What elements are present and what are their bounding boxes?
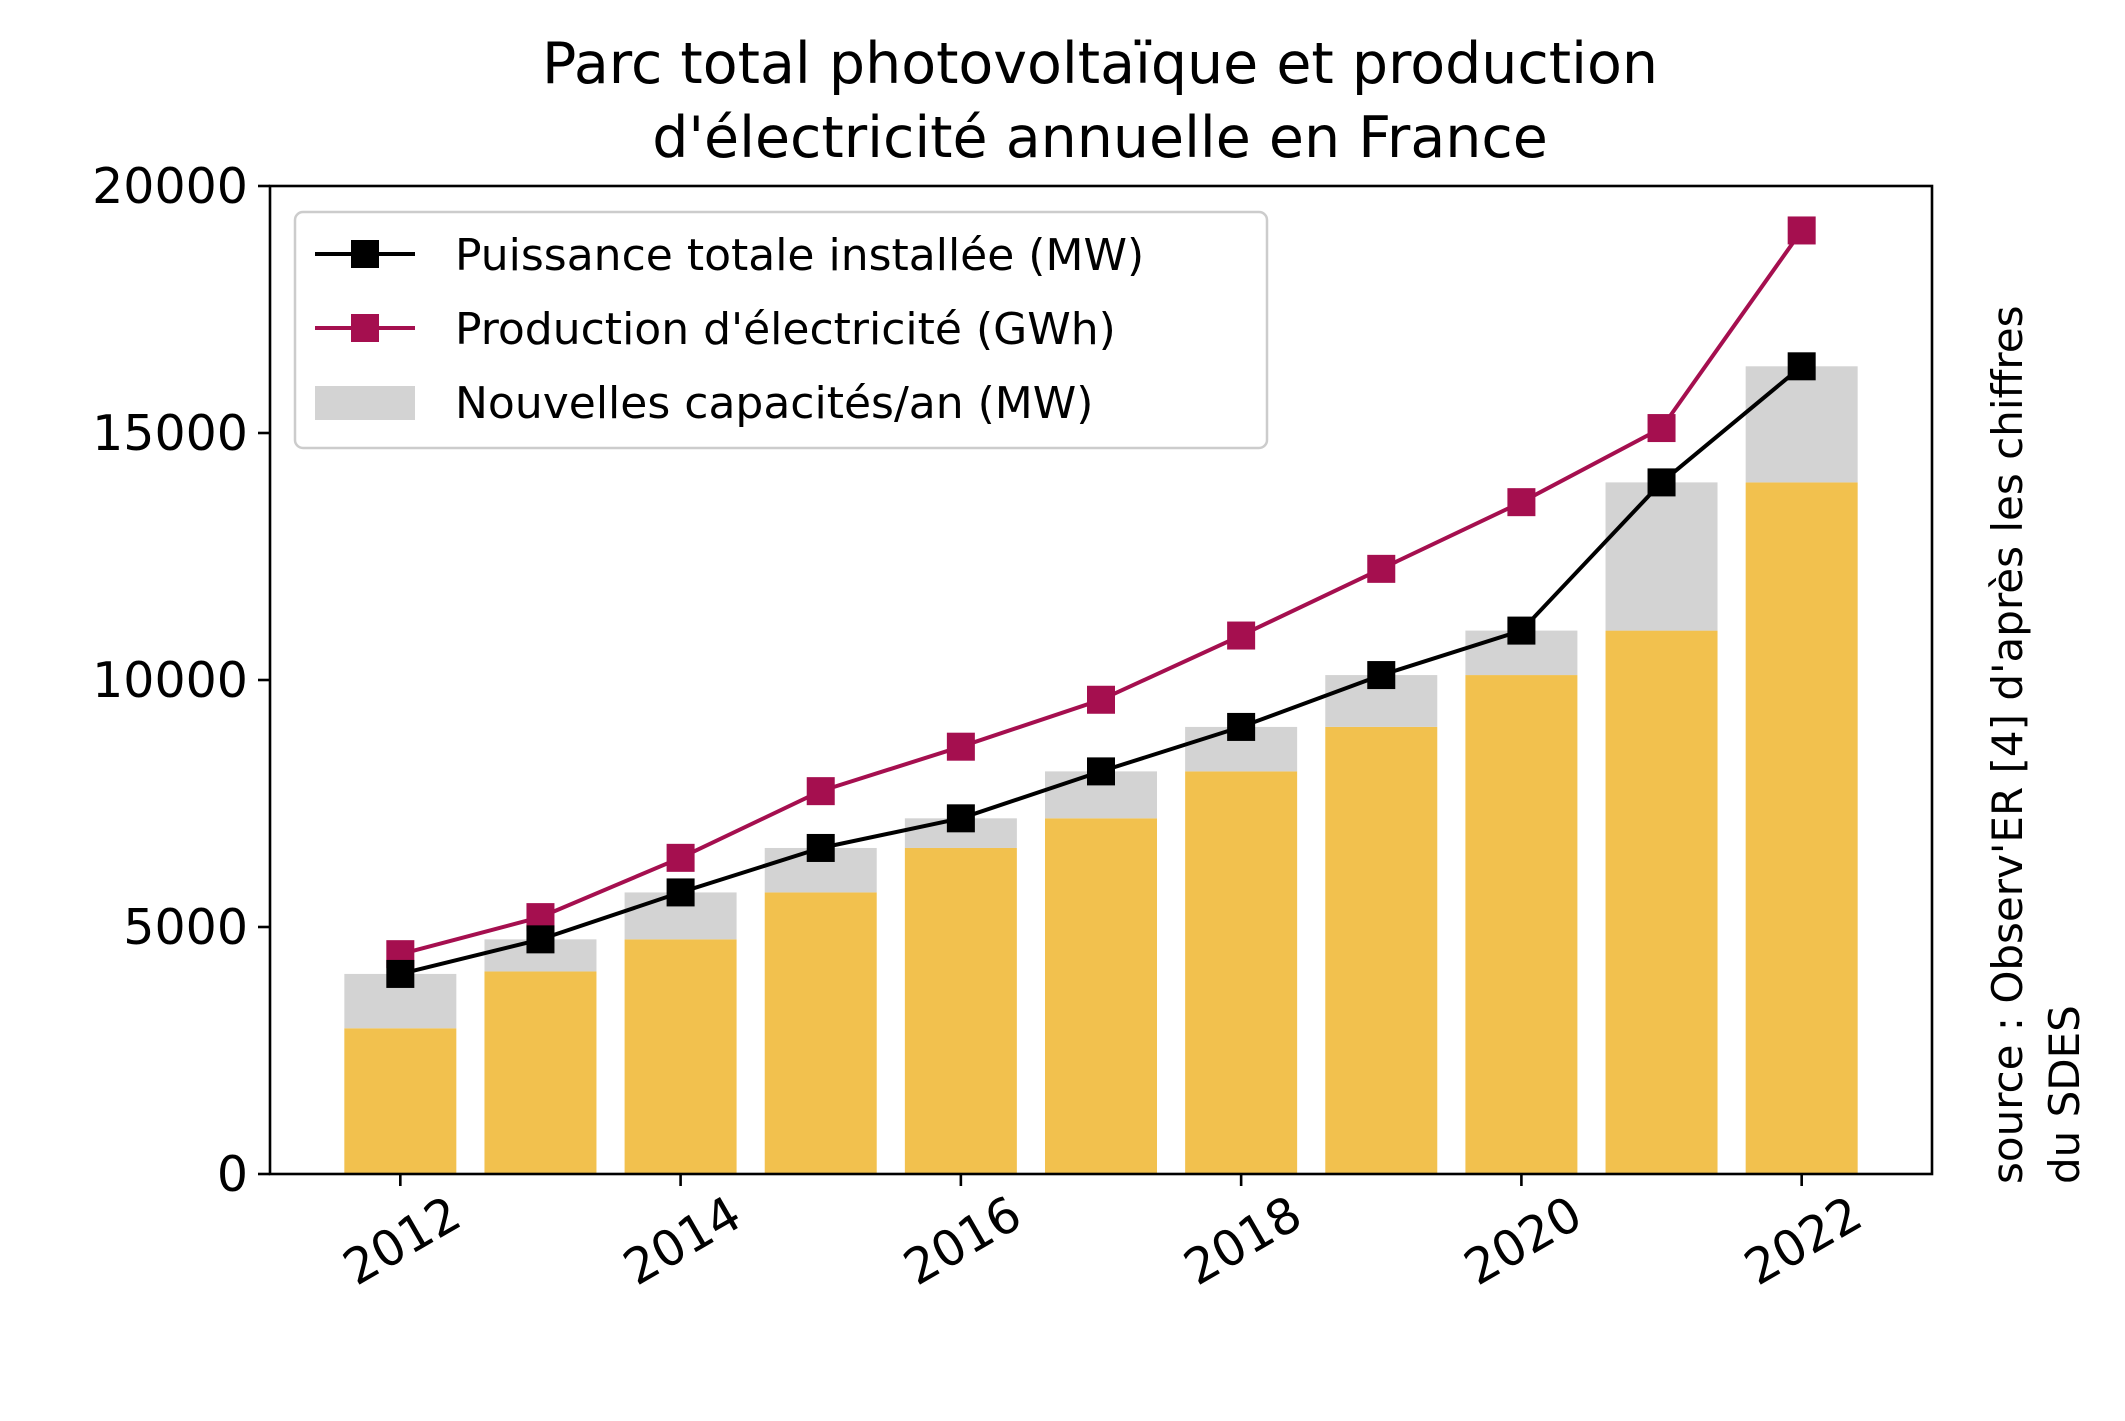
- bar-base-2022: [1745, 482, 1858, 1174]
- marker-production-2017: [1087, 685, 1115, 714]
- x-tick-label-2022: 2022: [1735, 1185, 1871, 1297]
- chart-title: Parc total photovoltaïque et production …: [542, 31, 1658, 171]
- legend-box: [293, 210, 1269, 450]
- marker-production-2016: [946, 732, 975, 761]
- legend-marker-black: [351, 240, 379, 268]
- bar-new-capacity-2021: [1605, 482, 1718, 631]
- y-tick-label-5000: 5000: [123, 899, 248, 956]
- bar-new-capacity-2022: [1745, 366, 1858, 483]
- legend-patch-grey: [315, 386, 415, 420]
- x-tick-label-2016: 2016: [894, 1185, 1030, 1297]
- bar-base-2018: [1185, 771, 1298, 1174]
- y-tick-label-20000: 20000: [92, 158, 248, 215]
- marker-puissance-2021: [1647, 468, 1676, 497]
- marker-production-2019: [1367, 554, 1396, 583]
- source-note: source : Observ'ER [4] d'après les chiff…: [1983, 306, 2089, 1185]
- marker-puissance-2013: [526, 925, 555, 954]
- marker-production-2018: [1227, 621, 1256, 650]
- source-note-line-1: source : Observ'ER [4] d'après les chiff…: [1983, 306, 2032, 1185]
- bars-layer: [344, 366, 1858, 1174]
- marker-production-2015: [806, 777, 835, 806]
- marker-puissance-2014: [666, 878, 695, 907]
- marker-production-2022: [1787, 216, 1816, 245]
- legend-label-nouvelles: Nouvelles capacités/an (MW): [455, 378, 1093, 429]
- legend-marker-crimson: [351, 314, 379, 342]
- marker-puissance-2012: [386, 959, 415, 988]
- bar-base-2013: [484, 971, 597, 1174]
- legend: Puissance totale installée (MW) Producti…: [293, 210, 1269, 450]
- legend-label-production: Production d'électricité (GWh): [455, 304, 1116, 355]
- marker-puissance-2019: [1367, 661, 1396, 690]
- legend-label-puissance: Puissance totale installée (MW): [455, 230, 1144, 281]
- x-axis: 2012 2014 2016 2018 2020 2022: [334, 1174, 1872, 1297]
- chart-title-line-2: d'électricité annuelle en France: [652, 105, 1548, 171]
- marker-puissance-2015: [806, 833, 835, 862]
- marker-puissance-2018: [1227, 712, 1256, 741]
- chart-title-line-1: Parc total photovoltaïque et production: [542, 31, 1658, 97]
- y-axis: 0 5000 10000 15000 20000: [92, 158, 270, 1203]
- y-tick-label-0: 0: [217, 1146, 248, 1203]
- x-tick-label-2012: 2012: [334, 1185, 470, 1297]
- bar-base-2019: [1325, 726, 1438, 1174]
- bar-base-2015: [764, 892, 877, 1174]
- marker-puissance-2020: [1507, 616, 1536, 645]
- marker-production-2020: [1507, 488, 1536, 517]
- x-tick-label-2020: 2020: [1455, 1185, 1591, 1297]
- x-tick-label-2014: 2014: [614, 1185, 750, 1297]
- lines-layer: [386, 216, 1816, 988]
- bar-base-2012: [344, 1028, 457, 1174]
- marker-production-2014: [666, 843, 695, 872]
- x-tick-label-2018: 2018: [1175, 1185, 1311, 1297]
- marker-puissance-2022: [1787, 352, 1816, 381]
- source-note-line-2: du SDES: [2040, 1005, 2089, 1184]
- bar-base-2021: [1605, 630, 1718, 1174]
- marker-puissance-2016: [946, 804, 975, 833]
- marker-puissance-2017: [1087, 757, 1115, 786]
- bar-base-2020: [1465, 675, 1578, 1174]
- bar-base-2014: [624, 939, 737, 1174]
- y-tick-label-15000: 15000: [92, 405, 248, 462]
- y-tick-label-10000: 10000: [92, 652, 248, 709]
- bar-base-2017: [1045, 818, 1157, 1174]
- marker-production-2021: [1647, 414, 1676, 443]
- bar-base-2016: [904, 847, 1017, 1174]
